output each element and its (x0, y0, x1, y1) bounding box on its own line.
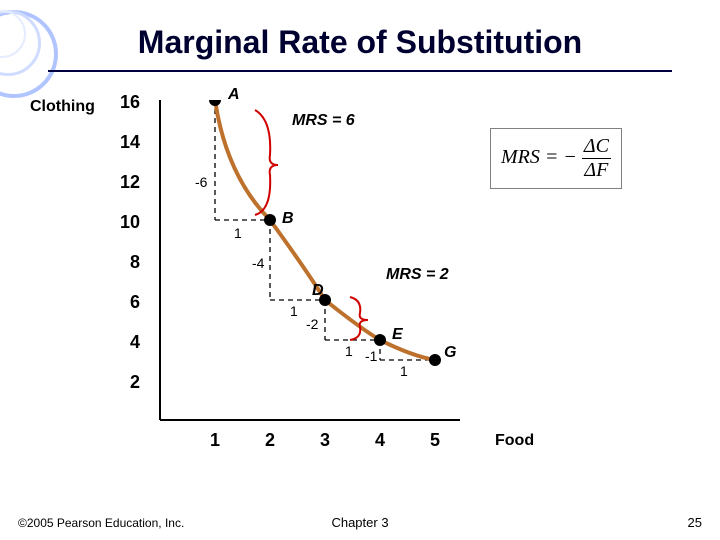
mrs2-label: MRS = 2 (386, 266, 449, 284)
formula-neg: − (563, 146, 577, 168)
formula-lhs: MRS = (501, 146, 558, 168)
point-e (374, 334, 386, 346)
point-b (264, 214, 276, 226)
footer-chapter: Chapter 3 (0, 515, 720, 530)
dy-4: -4 (252, 255, 264, 271)
dx-1c: 1 (345, 343, 353, 359)
page-title: Marginal Rate of Substitution (0, 24, 720, 61)
label-e: E (392, 326, 403, 344)
dy-6: -6 (195, 174, 207, 190)
label-g: G (444, 344, 456, 362)
dy-2: -2 (306, 316, 318, 332)
label-d: D (312, 282, 324, 300)
dx-1d: 1 (400, 363, 408, 379)
y-axis-label: Clothing (30, 98, 95, 116)
label-b: B (282, 210, 294, 228)
brace-mrs2 (350, 297, 368, 340)
dx-1b: 1 (290, 303, 298, 319)
x-axis-label: Food (495, 432, 534, 450)
dy-1: -1 (365, 348, 377, 364)
dx-1a: 1 (234, 225, 242, 241)
footer-page: 25 (688, 515, 702, 530)
formula-box: MRS = − ΔC ΔF (490, 128, 622, 189)
brace-mrs6 (255, 110, 278, 215)
mrs6-label: MRS = 6 (292, 112, 355, 130)
title-underline (48, 70, 672, 72)
point-a (209, 100, 221, 106)
point-g (429, 354, 441, 366)
label-a: A (228, 86, 240, 104)
formula-num: ΔC (582, 135, 611, 159)
formula-fraction: ΔC ΔF (582, 135, 611, 182)
formula-den: ΔF (582, 159, 611, 182)
